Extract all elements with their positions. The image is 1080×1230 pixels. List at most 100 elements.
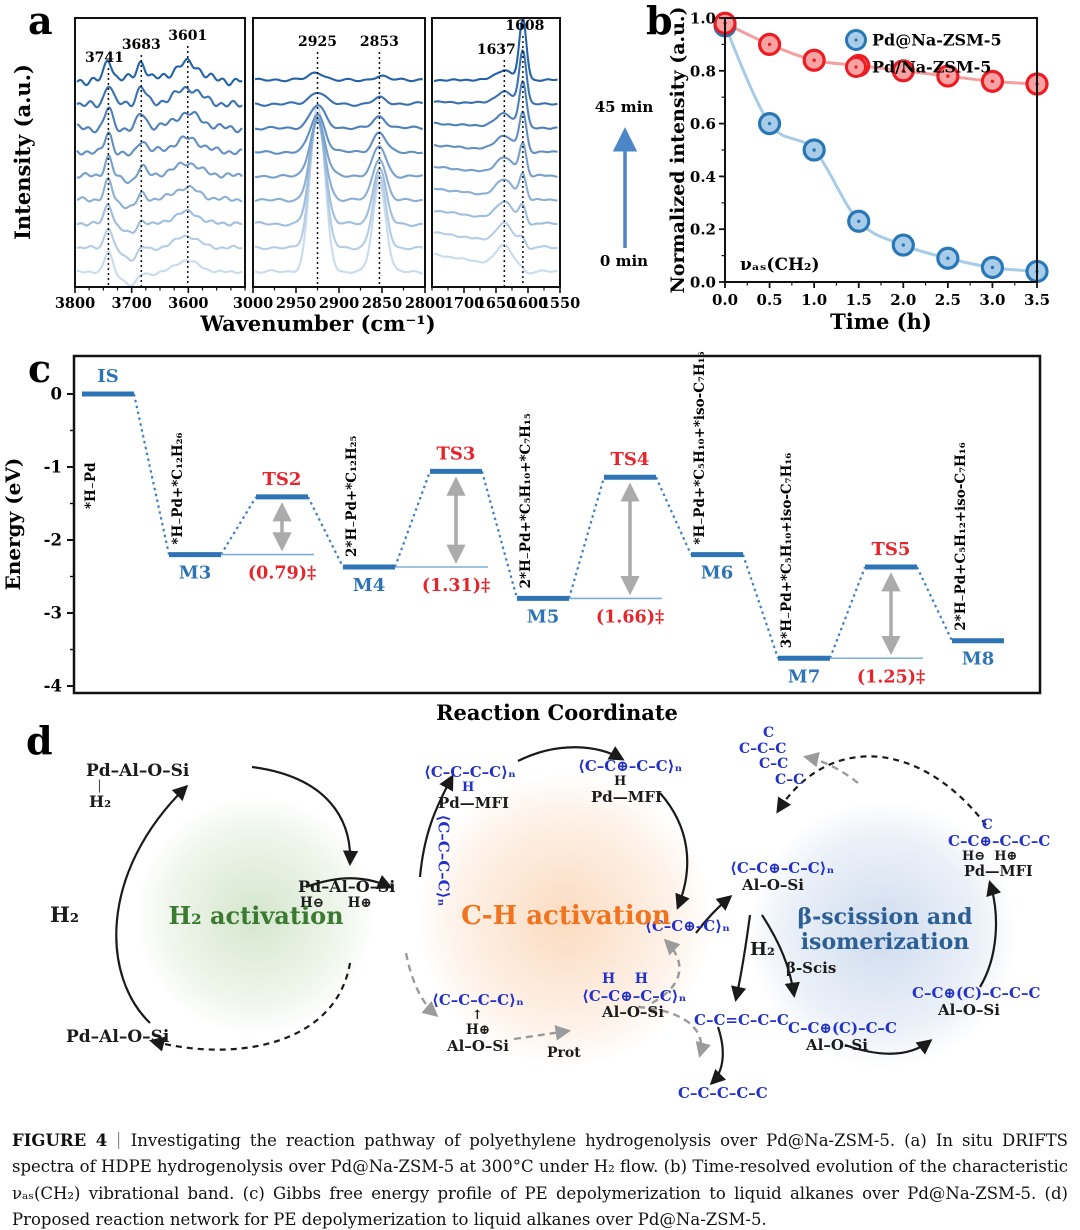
kinetics-chart: 0.0 0.5 1.0 1.5 2.0 2.5 3.0 3.5 0.0 0.2 0.4 0.6 0.8 1… — [667, 6, 1050, 334]
svg-text:M6: M6 — [701, 563, 733, 584]
molecule-h2-mid-label: H₂ — [750, 939, 775, 960]
svg-text:Energy (eV): Energy (eV) — [1, 458, 25, 591]
svg-text:(1.31)‡: (1.31)‡ — [422, 576, 490, 596]
molecule-pe-chain: ⟨C–C–C–C⟩ₙ — [434, 814, 453, 907]
svg-text:0: 0 — [51, 385, 62, 404]
species-label-M6: *H₋Pd+*C₅H₁₀+*iso-C₇H₁₆ — [692, 351, 708, 544]
molecule-iso-carbenium-1: C–C⊕(C)–C–C Al–O–Si — [788, 1019, 897, 1054]
svg-text:0.8: 0.8 — [690, 62, 716, 80]
legend-Pd/Na-ZSM-5: Pd/Na-ZSM-5 — [872, 58, 991, 77]
svg-text:0.5: 0.5 — [757, 291, 783, 309]
panel-b-letter: b — [646, 0, 673, 43]
legend-Pd@Na-ZSM-5: Pd@Na-ZSM-5 — [872, 31, 1002, 50]
svg-text:3700: 3700 — [111, 295, 151, 312]
svg-text:-1: -1 — [44, 458, 62, 477]
panel-a-letter: a — [28, 0, 53, 43]
svg-text:-4: -4 — [44, 677, 62, 696]
svg-text:(0.79)‡: (0.79)‡ — [248, 564, 316, 584]
svg-text:(1.25)‡: (1.25)‡ — [857, 667, 925, 687]
svg-text:0.0: 0.0 — [690, 274, 716, 292]
svg-text:3000: 3000 — [233, 295, 273, 312]
svg-text:TS5: TS5 — [872, 539, 911, 560]
figure-caption: FIGURE 4 | Investigating the reaction path… — [12, 1128, 1068, 1230]
panel-d-letter: d — [26, 718, 53, 763]
svg-text:M7: M7 — [788, 666, 820, 687]
svg-text:2950: 2950 — [276, 295, 316, 312]
svg-text:Intensity (a.u.): Intensity (a.u.) — [10, 64, 35, 240]
svg-text:1700: 1700 — [444, 295, 484, 312]
peak-label-3741: 3741 — [85, 50, 124, 66]
molecule-iso-carbenium-2: C–C⊕(C)–C–C–C Al–O–Si — [912, 984, 1041, 1019]
species-label-M5: 2*H₋Pd+*C₅H₁₀+*C₇H₁₅ — [518, 413, 534, 588]
svg-text:M3: M3 — [179, 563, 211, 584]
h2-activation-label: H₂ activation — [168, 901, 344, 930]
svg-text:1600: 1600 — [508, 295, 548, 312]
molecule-h2-feed-label: H₂ — [50, 902, 80, 927]
species-label-M8: 2*H₋Pd+C₅H₁₂+iso-C₇H₁₆ — [953, 442, 969, 630]
svg-text:Wavenumber (cm⁻¹): Wavenumber (cm⁻¹) — [199, 311, 435, 336]
molecule-iso-carbenium-pd: C C–C⊕–C–C–C H⊖ H⊕ Pd—MFI — [948, 817, 1051, 881]
peak-label-3683: 3683 — [122, 37, 161, 53]
svg-text:2900: 2900 — [319, 295, 359, 312]
svg-text:3600: 3600 — [168, 295, 208, 312]
svg-text:2850: 2850 — [362, 295, 402, 312]
molecule-pd-h2-site: Pd–Al–O–Si │ H₂ — [86, 761, 190, 812]
molecule-carbenium-alo: ⟨C–C⊕–C–C⟩ₙ Al–O–Si — [730, 859, 835, 894]
beta-scission-label: β-scission and isomerization — [797, 904, 973, 956]
ch-activation-label: C-H activation — [461, 901, 671, 931]
panel-c-letter: c — [28, 346, 52, 391]
molecule-pentane-product: C–C–C–C–C — [678, 1084, 768, 1102]
svg-text:3800: 3800 — [55, 295, 95, 312]
peak-label-1608: 1608 — [505, 18, 544, 34]
peak-label-1637: 1637 — [477, 42, 516, 58]
molecule-iso-alkane-product: C C–C–C C–C C–C — [739, 725, 805, 789]
energy-profile-chart: (0.79)‡ (1.31)‡ (1.66)‡ (1.25)‡ IS *H₋Pd M3 *H₋… — [1, 351, 1042, 725]
svg-text:45 min: 45 min — [595, 98, 654, 116]
svg-text:-3: -3 — [44, 604, 62, 623]
molecule-carbenium-pd: ⟨C–C⊕–C–C⟩ₙ H Pd—MFI — [578, 757, 683, 807]
svg-text:(1.66)‡: (1.66)‡ — [596, 607, 664, 627]
molecule-carbenium-zeolite: H H ⟨C–C⊕–C–C⟩ₙ Al–O–Si — [582, 971, 687, 1022]
svg-text:νₐₛ(CH₂): νₐₛ(CH₂) — [740, 255, 820, 275]
peak-label-3601: 3601 — [168, 28, 207, 44]
svg-text:1550: 1550 — [540, 295, 580, 312]
species-label-IS: *H₋Pd — [83, 462, 99, 509]
molecule-pd-site: Pd–Al–O–Si — [66, 1027, 170, 1047]
svg-text:Time (h): Time (h) — [830, 309, 932, 334]
svg-text:M5: M5 — [527, 606, 559, 627]
svg-text:1.5: 1.5 — [846, 291, 872, 309]
svg-text:0.0: 0.0 — [712, 291, 738, 309]
svg-text:IS: IS — [97, 366, 118, 387]
species-label-M4: 2*H₋Pd+*C₁₂H₂₅ — [344, 435, 360, 557]
caption-label: FIGURE 4 — [12, 1131, 108, 1150]
svg-text:-2: -2 — [44, 531, 62, 550]
svg-text:TS4: TS4 — [611, 449, 650, 470]
molecule-olefin-product: C–C=C–C–C — [694, 1011, 789, 1029]
svg-text:2800: 2800 — [405, 295, 445, 312]
svg-text:1.0: 1.0 — [801, 291, 827, 309]
svg-text:Normalized intensity (a.u.): Normalized intensity (a.u.) — [667, 6, 689, 293]
species-label-M3: *H₋Pd+*C₁₂H₂₆ — [170, 432, 186, 544]
peak-label-2925: 2925 — [298, 34, 337, 50]
svg-text:0.2: 0.2 — [690, 221, 716, 239]
species-label-M7: 3*H₋Pd+*C₅H₁₀+iso-C₇H₁₆ — [779, 453, 795, 649]
molecule-pe-protonation: ⟨C–C–C–C⟩ₙ ↑ H⊕ Al–O–Si — [432, 991, 524, 1056]
molecule-beta-scis-label: β-Scis — [786, 959, 837, 977]
svg-text:M4: M4 — [353, 575, 385, 596]
molecule-prot-label: Prot — [547, 1045, 581, 1061]
svg-text:Reaction Coordinate: Reaction Coordinate — [436, 700, 678, 725]
svg-text:TS3: TS3 — [437, 443, 476, 464]
svg-text:1650: 1650 — [476, 295, 516, 312]
peak-label-2853: 2853 — [360, 34, 399, 50]
svg-text:0.4: 0.4 — [690, 168, 716, 186]
svg-text:TS2: TS2 — [263, 469, 302, 490]
svg-text:M8: M8 — [962, 649, 994, 670]
molecule-pe-pd-sigma: ⟨C–C–C–C⟩ₙ H Pd—MFI — [424, 763, 516, 813]
caption-body: Investigating the reaction pathway of po… — [12, 1131, 1068, 1230]
svg-text:1.0: 1.0 — [690, 10, 716, 28]
svg-text:3.0: 3.0 — [979, 291, 1005, 309]
svg-text:2.5: 2.5 — [935, 291, 961, 309]
svg-text:0 min: 0 min — [600, 252, 648, 270]
